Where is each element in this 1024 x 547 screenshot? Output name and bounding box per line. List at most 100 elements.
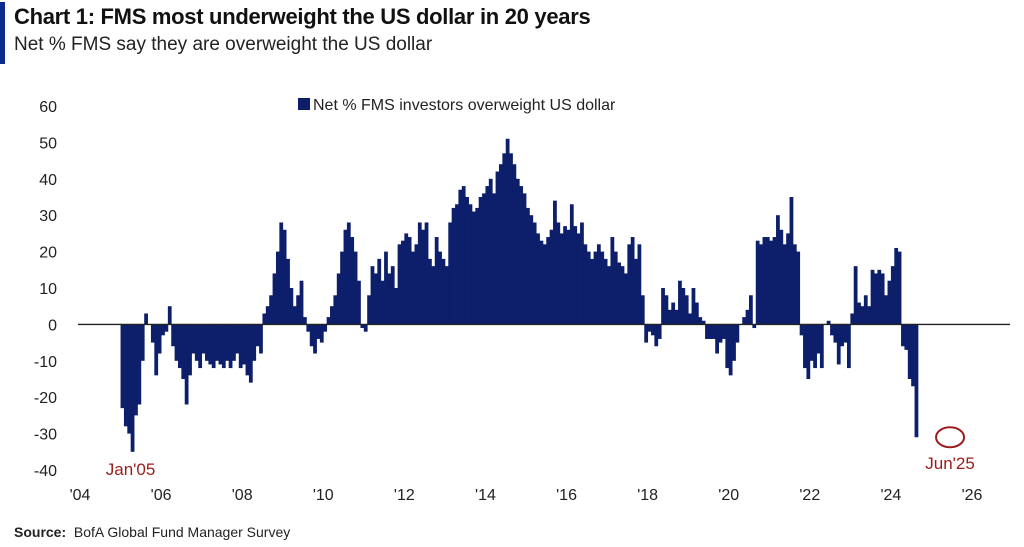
data-bar — [867, 306, 872, 325]
data-bar — [590, 258, 594, 325]
data-bar — [330, 306, 334, 325]
data-bar — [242, 324, 246, 365]
data-bar — [819, 324, 824, 369]
title-accent-bar — [0, 2, 5, 64]
data-bar — [515, 178, 520, 325]
data-bar — [806, 324, 811, 379]
chart-subtitle: Net % FMS say they are overweight the US… — [14, 34, 433, 55]
y-tick-label: 60 — [39, 99, 57, 116]
data-bar — [630, 237, 635, 325]
data-bar — [137, 324, 142, 405]
data-bar — [434, 237, 439, 325]
data-bar — [691, 288, 696, 325]
annotation-jun25: Jun'25 — [925, 454, 975, 473]
data-bar — [468, 204, 473, 325]
data-bar — [843, 324, 848, 343]
data-bar — [897, 251, 902, 325]
y-tick-label: -20 — [34, 390, 57, 407]
data-bar — [265, 306, 270, 325]
data-bar — [759, 244, 763, 325]
data-bar — [120, 324, 125, 409]
data-bar — [651, 324, 655, 336]
data-bar — [894, 247, 899, 325]
y-tick-label: 50 — [39, 135, 57, 152]
data-bar — [346, 222, 351, 325]
data-bar — [140, 324, 145, 361]
data-bar — [617, 262, 622, 325]
data-bar — [123, 324, 128, 427]
data-bar — [836, 324, 841, 365]
data-bar — [215, 324, 219, 361]
data-bar — [336, 273, 341, 325]
data-bar — [390, 266, 395, 325]
data-bar — [134, 324, 138, 416]
data-bar — [157, 324, 162, 354]
y-tick-label: 40 — [39, 172, 57, 189]
y-tick-label: -30 — [34, 427, 57, 444]
data-bar — [444, 266, 449, 325]
data-bar — [211, 324, 216, 369]
data-bar — [708, 324, 713, 339]
data-bar — [397, 244, 402, 325]
data-bar — [532, 222, 537, 325]
data-bar — [363, 324, 368, 332]
x-tick-label: '18 — [637, 487, 658, 504]
data-bar — [232, 324, 236, 361]
data-bar — [569, 204, 574, 325]
data-bar — [857, 302, 861, 325]
data-bar — [181, 324, 186, 379]
data-bar — [316, 324, 321, 339]
data-bar — [539, 240, 544, 325]
data-bar — [174, 324, 179, 361]
data-bar — [482, 193, 486, 325]
y-tick-label: 20 — [39, 245, 57, 262]
data-bar — [623, 273, 628, 325]
data-bar — [654, 324, 659, 347]
data-bar — [634, 258, 638, 325]
data-bar — [536, 233, 540, 325]
data-bar — [681, 288, 686, 325]
data-bar — [255, 324, 260, 347]
data-bar — [370, 266, 375, 325]
data-bar — [282, 229, 287, 325]
data-bar — [580, 222, 584, 325]
data-bar — [326, 317, 331, 325]
data-bar — [674, 309, 679, 325]
data-bar — [377, 258, 382, 325]
data-bar — [840, 324, 845, 347]
data-bar — [596, 244, 601, 325]
x-tick-label: '24 — [880, 487, 901, 504]
data-bar — [711, 324, 716, 339]
x-tick-label: '16 — [556, 487, 577, 504]
data-bar — [225, 324, 230, 361]
data-bar — [620, 266, 625, 325]
data-bar — [188, 324, 192, 376]
x-tick-label: '08 — [232, 487, 253, 504]
data-bar — [694, 302, 699, 325]
data-bar — [313, 324, 317, 354]
data-bar — [411, 251, 415, 325]
x-tick-label: '10 — [313, 487, 334, 504]
data-bar — [914, 324, 919, 438]
data-bar — [745, 309, 750, 325]
data-bar — [718, 324, 723, 343]
data-bar — [664, 295, 669, 325]
data-bar — [458, 189, 463, 325]
data-bar — [765, 237, 770, 325]
data-bar — [887, 280, 892, 325]
data-bar — [603, 258, 608, 325]
data-bar — [414, 244, 419, 325]
data-bar — [299, 280, 304, 325]
data-bar — [309, 324, 314, 347]
data-bar — [394, 288, 399, 325]
data-bar — [431, 266, 436, 325]
data-bar — [732, 324, 736, 361]
data-bar — [404, 233, 409, 325]
data-bar — [705, 324, 709, 339]
data-bar — [205, 324, 209, 361]
data-bar — [860, 306, 865, 325]
data-bar — [701, 320, 706, 325]
data-bar — [877, 269, 882, 325]
data-bar — [901, 324, 905, 347]
data-bar — [715, 324, 719, 354]
